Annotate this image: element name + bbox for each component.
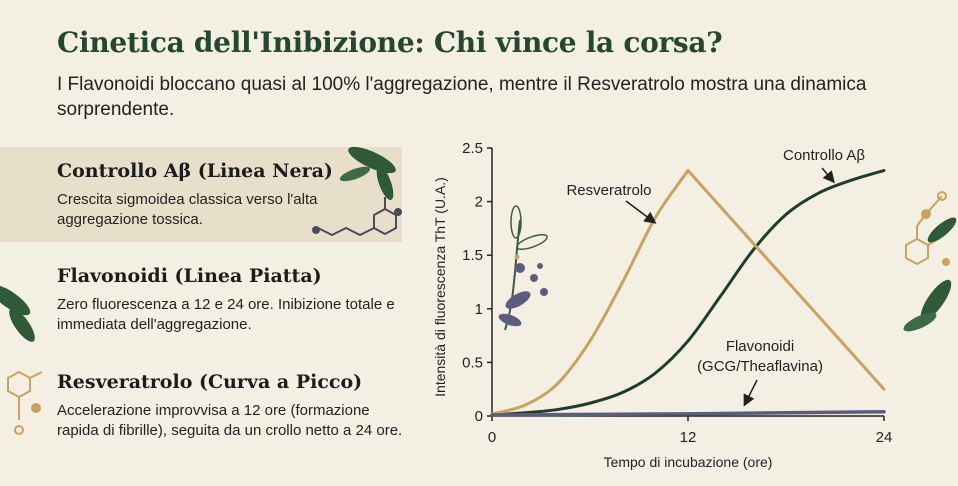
x-tick-label: 24 (876, 429, 893, 446)
molecule-icon (7, 370, 43, 435)
legend-text: Zero fluorescenza a 12 e 24 ore. Inibizi… (57, 296, 395, 333)
y-tick-label: 0 (475, 408, 483, 425)
arrow-resveratrolo (625, 200, 657, 224)
x-axis-label: Tempo di incubazione (ore) (604, 454, 773, 470)
leaf-icon (339, 146, 396, 201)
legend-heading: Flavonoidi (Linea Piatta) (57, 265, 322, 287)
highlight-band (0, 147, 402, 242)
series-line-resveratrolo (490, 169, 886, 416)
legend-text: Crescita sigmoidea classica verso l'alta… (57, 191, 318, 228)
molecule-icon (312, 197, 402, 237)
series-label-resveratrolo: Resveratrolo (566, 182, 651, 199)
y-tick-label: 1.5 (462, 247, 483, 264)
botanical-sprig-icon (498, 205, 548, 331)
legend-heading: Controllo Aβ (Linea Nera) (57, 160, 333, 182)
x-tick-label: 0 (488, 429, 496, 446)
series-label-controllo: Controllo Aβ (783, 147, 865, 164)
x-tick-label: 12 (680, 429, 697, 446)
legend-text: Accelerazione improvvisa a 12 ore (forma… (57, 402, 403, 439)
y-axis-label: Intensità di fluorescenza ThT (U.A.) (432, 177, 448, 397)
legend-item-flavonoidi: Flavonoidi (Linea Piatta) Zero fluoresce… (57, 265, 407, 335)
leaf-icon (903, 217, 957, 332)
legend-item-resveratrolo: Resveratrolo (Curva a Picco) Accelerazio… (57, 371, 407, 441)
series-line-flavonoidi (490, 409, 886, 417)
legend-item-controllo: Controllo Aβ (Linea Nera) Crescita sigmo… (57, 160, 407, 230)
page-subtitle: I Flavonoidi bloccano quasi al 100% l'ag… (57, 74, 867, 120)
leaf-icon (0, 284, 35, 342)
y-tick-label: 2.5 (462, 140, 483, 157)
series-label-flavonoidi-line1: Flavonoidi (726, 338, 794, 355)
legend-heading: Resveratrolo (Curva a Picco) (57, 371, 363, 393)
page-title: Cinetica dell'Inibizione: Chi vince la c… (57, 26, 723, 59)
arrow-flavonoidi (743, 379, 758, 407)
y-tick-label: 1 (475, 301, 483, 318)
series-label-flavonoidi-line2: (GCG/Theaflavina) (697, 358, 823, 375)
series-line-controllo (490, 169, 886, 417)
arrow-controllo (821, 167, 835, 184)
y-tick-label: 2 (475, 194, 483, 211)
y-tick-label: 0.5 (462, 354, 483, 371)
